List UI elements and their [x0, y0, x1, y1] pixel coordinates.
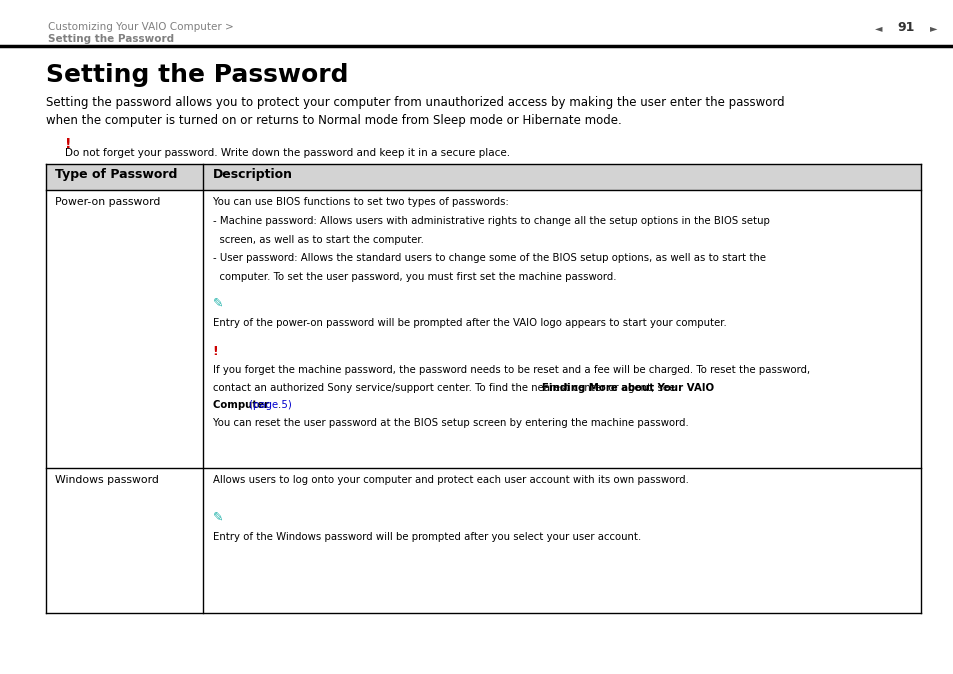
Text: Description: Description [213, 168, 293, 181]
Text: Entry of the power-on password will be prompted after the VAIO logo appears to s: Entry of the power-on password will be p… [213, 318, 726, 328]
Text: You can reset the user password at the BIOS setup screen by entering the machine: You can reset the user password at the B… [213, 418, 688, 428]
Text: Power-on password: Power-on password [55, 197, 160, 207]
Text: ✎: ✎ [213, 297, 223, 309]
Text: Computer: Computer [213, 400, 273, 410]
Text: .: . [277, 400, 280, 410]
Text: 91: 91 [897, 21, 914, 34]
Text: Do not forget your password. Write down the password and keep it in a secure pla: Do not forget your password. Write down … [65, 148, 510, 158]
Text: Windows password: Windows password [55, 475, 159, 485]
Bar [46, 164, 920, 190]
Text: ►: ► [929, 23, 937, 32]
Text: contact an authorized Sony service/support center. To find the nearest center or: contact an authorized Sony service/suppo… [213, 383, 678, 393]
Text: screen, as well as to start the computer.: screen, as well as to start the computer… [213, 235, 423, 245]
Text: Setting the Password: Setting the Password [48, 34, 173, 44]
Text: Entry of the Windows password will be prompted after you select your user accoun: Entry of the Windows password will be pr… [213, 532, 640, 543]
Text: - User password: Allows the standard users to change some of the BIOS setup opti: - User password: Allows the standard use… [213, 253, 765, 264]
Text: !: ! [65, 137, 71, 151]
Text: ◄: ◄ [874, 23, 882, 32]
Text: Setting the password allows you to protect your computer from unauthorized acces: Setting the password allows you to prote… [46, 96, 783, 127]
Text: !: ! [213, 345, 218, 358]
Text: Customizing Your VAIO Computer >: Customizing Your VAIO Computer > [48, 22, 233, 32]
Text: Setting the Password: Setting the Password [46, 63, 348, 87]
Text: If you forget the machine password, the password needs to be reset and a fee wil: If you forget the machine password, the … [213, 365, 809, 375]
Text: Type of Password: Type of Password [55, 168, 177, 181]
Text: ✎: ✎ [213, 511, 223, 524]
Text: (page 5): (page 5) [249, 400, 292, 410]
Text: - Machine password: Allows users with administrative rights to change all the se: - Machine password: Allows users with ad… [213, 216, 769, 226]
Text: You can use BIOS functions to set two types of passwords:: You can use BIOS functions to set two ty… [213, 197, 508, 207]
Text: Allows users to log onto your computer and protect each user account with its ow: Allows users to log onto your computer a… [213, 475, 688, 485]
Bar [46, 164, 920, 613]
Text: computer. To set the user password, you must first set the machine password.: computer. To set the user password, you … [213, 272, 616, 282]
Text: Finding More about Your VAIO: Finding More about Your VAIO [541, 383, 713, 393]
